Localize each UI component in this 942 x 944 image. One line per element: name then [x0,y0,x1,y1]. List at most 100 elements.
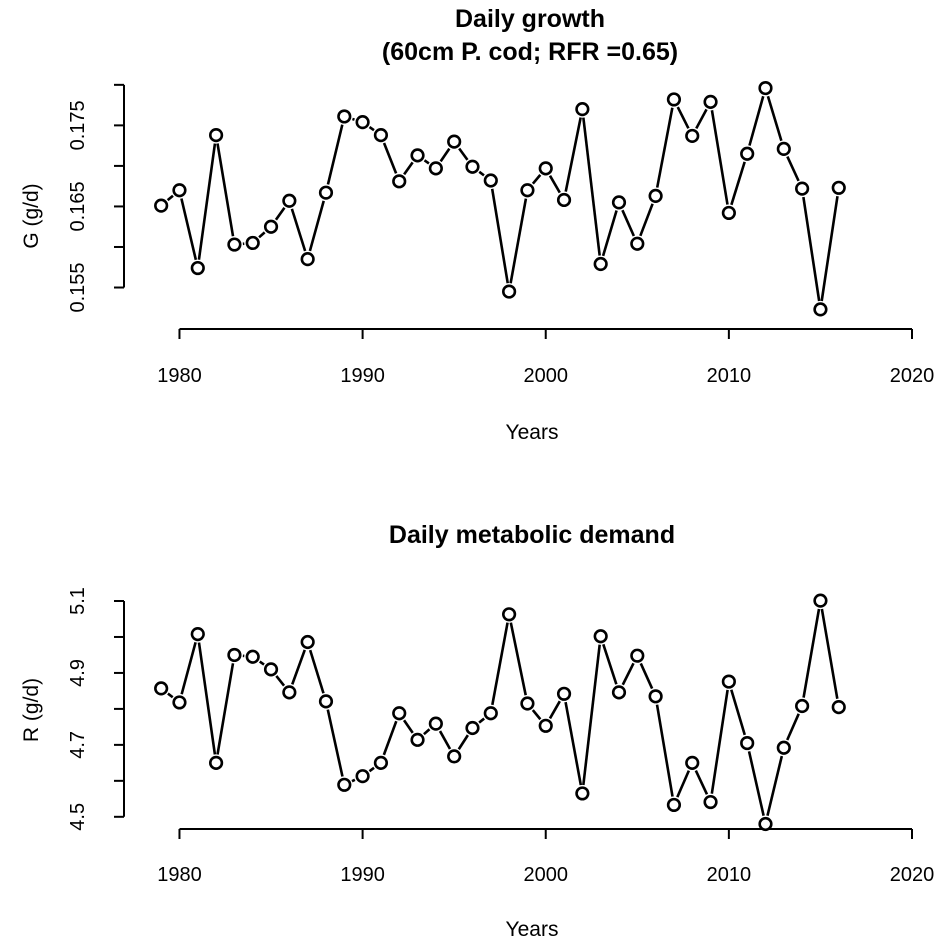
x-axis-label: Years [506,918,559,941]
y-tick-label: 5.1 [67,587,89,615]
x-tick-label: 2010 [707,365,752,387]
data-point [318,694,334,709]
series-line-segment [621,209,636,237]
daily-metabolic-demand-chart: Daily metabolic demand Years R (g/d) 198… [20,521,934,941]
data-point [300,252,315,267]
data-point [172,183,187,198]
data-point [758,816,773,832]
series-line-segment [490,188,510,284]
data-point [666,92,682,107]
series-line-segment [216,663,235,755]
series-line-segment [197,143,217,260]
series-line-segment [457,734,469,750]
data-point [172,695,187,710]
series-line-segment [382,720,398,756]
series-line-segment [548,175,561,194]
series-line-segment [258,660,265,666]
series-line-segment [166,194,174,202]
data-point [758,80,773,96]
series-line-segment [274,206,286,221]
data-point [373,128,389,143]
data-point [648,188,663,204]
y-tick-label: 0.165 [67,181,89,231]
series-line-segment [458,147,469,161]
series-line-segment [621,662,635,686]
series-line-segment [820,608,839,699]
series-line-segment [639,662,654,690]
series-line-segment [655,107,674,188]
data-point [154,198,169,213]
data-point [337,777,352,792]
series-line-segment [710,689,729,794]
y-tick-label: 4.9 [67,659,89,687]
series-line-segment [509,198,528,284]
x-tick-label: 2000 [523,365,568,387]
data-point [648,689,663,704]
data-point [318,185,334,200]
series-line-segment [639,203,654,237]
x-tick-label: 2000 [523,864,568,886]
data-point [831,700,846,715]
series-line-segment [478,717,485,724]
data-point [245,235,260,251]
data-point [337,109,352,124]
data-point [392,174,407,189]
x-tick-label: 1980 [157,864,202,886]
y-tick-label: 0.175 [67,100,89,150]
data-point [593,256,608,272]
series-line-segment [351,778,356,783]
data-point [703,94,718,109]
data-point [227,647,242,663]
data-point [538,718,553,733]
series-line-segment [786,156,800,182]
data-point [630,648,645,663]
data-point [245,649,260,664]
series-line-segment [786,713,800,741]
series-line-segment [167,692,174,699]
series-line-segment [602,643,618,685]
series-line-segment [730,161,746,206]
data-point [556,192,572,208]
x-axis-label: Years [506,421,559,444]
series-line-segment [694,770,709,795]
data-point [300,634,315,650]
data-point [410,148,425,163]
data-point [227,237,242,252]
data-point [520,183,535,198]
x-tick-label: 2020 [890,365,935,387]
data-point [355,115,370,130]
data-point [373,755,389,770]
series-line-segment [180,198,198,261]
data-point [483,706,498,721]
data-point [776,740,791,755]
chart-title-line-1: Daily growth [455,5,605,33]
series-line-segment [564,701,583,786]
series-line-segment [548,700,561,720]
series-line-segment [308,200,325,252]
series-line-segment [326,124,344,185]
data-point [154,681,169,696]
series-line-segment [275,675,286,687]
data-point [538,161,553,176]
series-line-segment [802,196,821,302]
data-point [263,219,279,234]
data-point [502,607,517,622]
series-line-segment [748,95,765,146]
series-line-segment [258,231,266,239]
data-point [355,769,370,784]
y-tick-label: 0.155 [67,262,89,312]
series-line-segment [676,770,691,798]
series-line-segment [695,108,708,130]
series-line-segment [197,642,217,755]
data-point [410,732,425,747]
data-point [447,134,462,149]
series-line-segment [766,755,784,817]
series-line-segment [582,644,601,786]
data-point [611,195,627,210]
data-point [282,193,297,208]
data-point [282,685,297,700]
series-line-segment [655,704,674,797]
data-point [611,685,627,700]
series-line-segment [766,95,783,142]
